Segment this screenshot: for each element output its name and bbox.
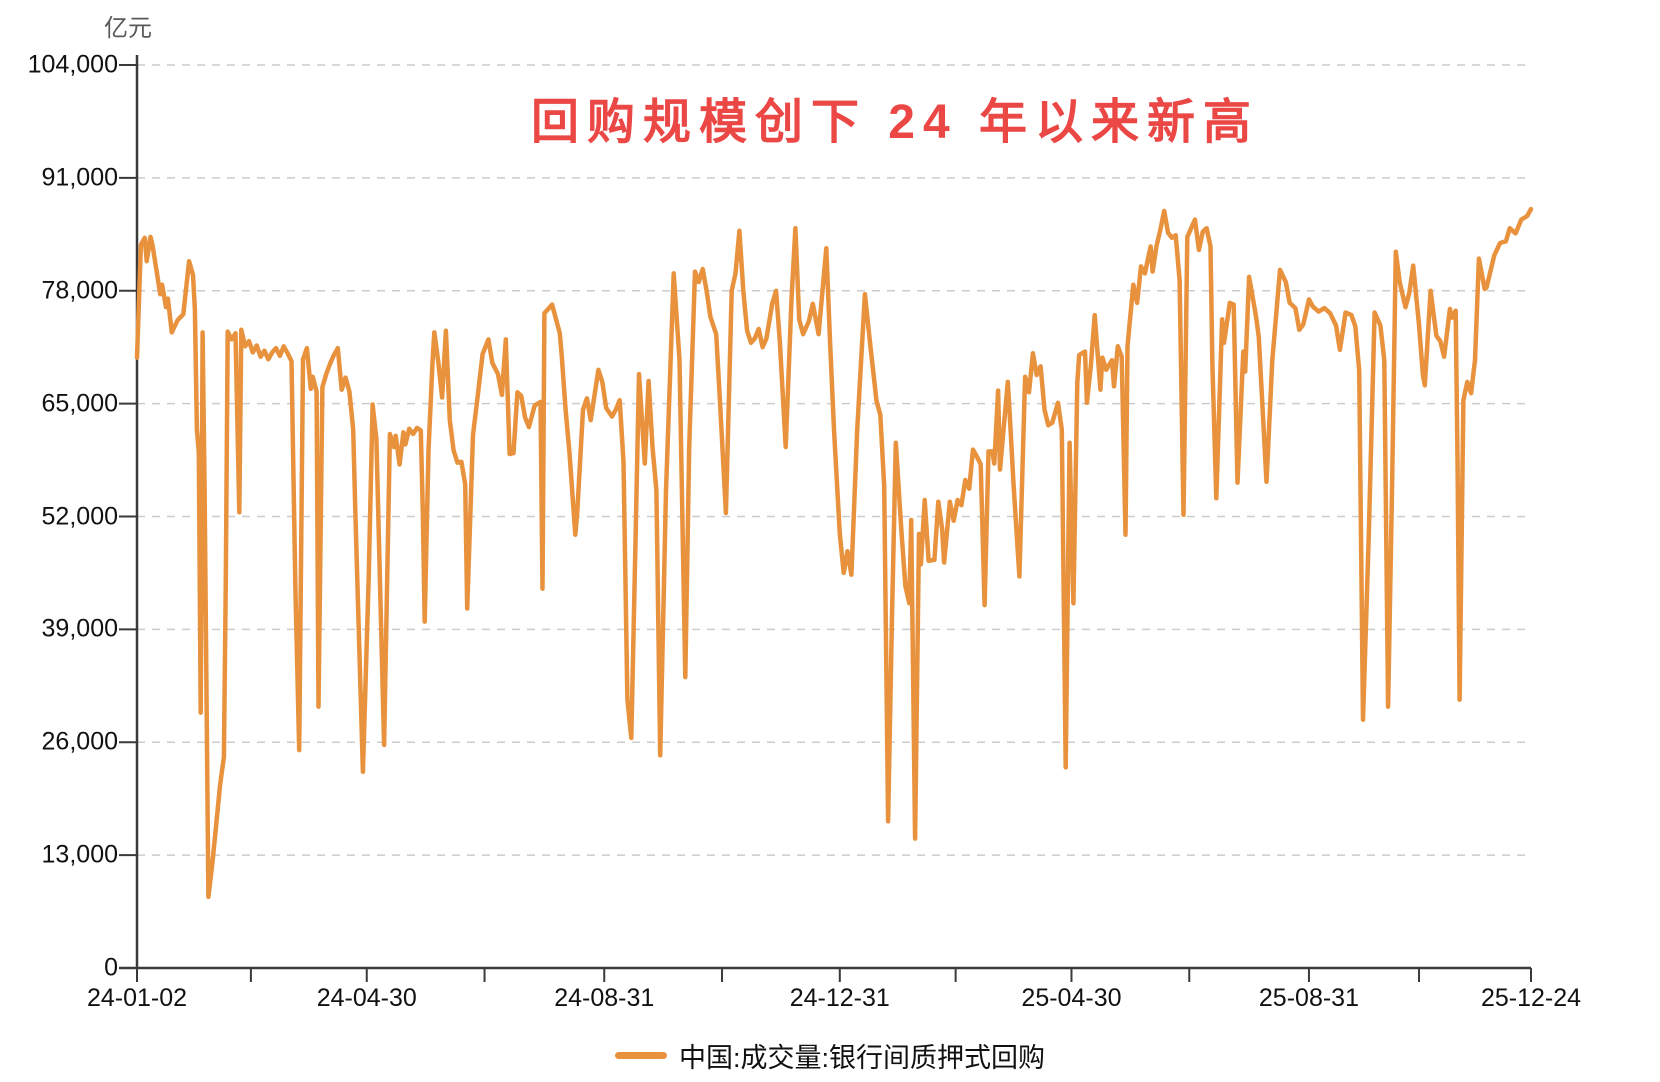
x-tick-label: 24-12-31 bbox=[789, 984, 890, 1012]
y-tick-label: 65,000 bbox=[41, 389, 118, 418]
y-tick-label: 78,000 bbox=[41, 276, 118, 305]
y-tick-label: 91,000 bbox=[41, 163, 118, 192]
y-tick-label: 104,000 bbox=[27, 50, 118, 79]
x-tick-label: 24-04-30 bbox=[316, 984, 417, 1012]
legend-line-swatch bbox=[614, 1052, 667, 1059]
y-axis-unit-label: 亿元 bbox=[104, 15, 152, 42]
x-tick-label: 24-01-02 bbox=[86, 984, 188, 1012]
y-tick-label: 52,000 bbox=[41, 502, 118, 530]
x-tick-label: 25-08-31 bbox=[1258, 984, 1359, 1012]
y-tick-label: 39,000 bbox=[41, 614, 118, 643]
x-tick-label: 25-04-30 bbox=[1021, 984, 1122, 1012]
x-tick-label: 24-08-31 bbox=[554, 984, 655, 1012]
chart-title: 回购规模创下 24 年以来新高 bbox=[530, 96, 1260, 149]
y-tick-label: 0 bbox=[104, 953, 118, 982]
x-tick-label: 25-12-24 bbox=[1480, 984, 1582, 1012]
legend: 中国:成交量:银行间质押式回购 bbox=[0, 1036, 1660, 1075]
y-tick-label: 26,000 bbox=[41, 727, 118, 756]
legend-series-label: 中国:成交量:银行间质押式回购 bbox=[678, 1043, 1045, 1073]
y-tick-label: 13,000 bbox=[41, 840, 118, 869]
series-line bbox=[134, 206, 1534, 900]
